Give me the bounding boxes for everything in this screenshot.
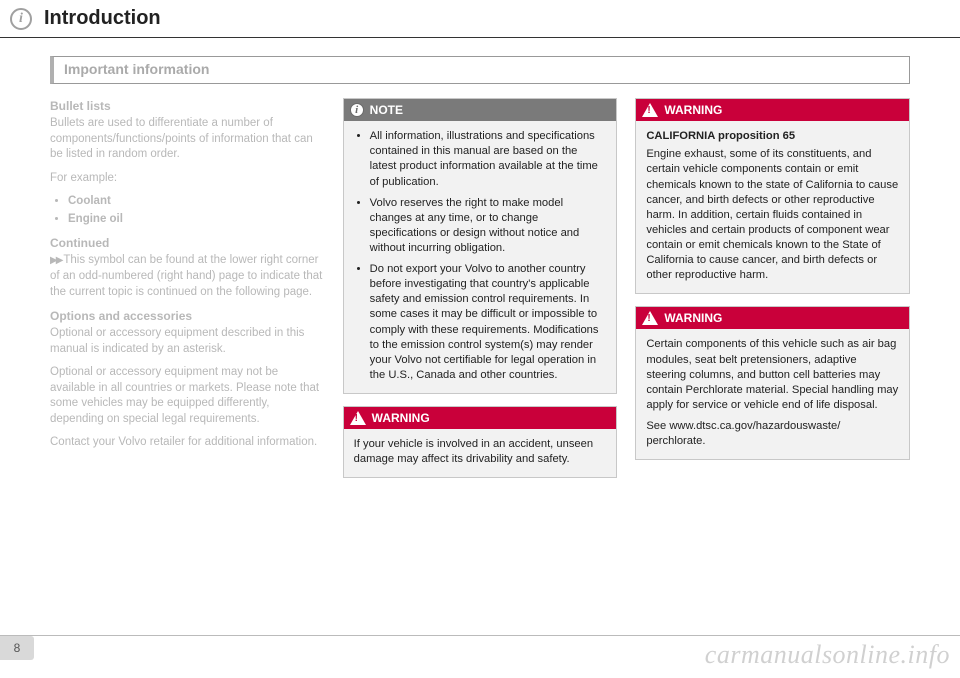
note-item: All information, illustrations and speci…: [370, 129, 607, 189]
note-item: Volvo reserves the right to make model c…: [370, 196, 607, 256]
warning-header: WARNING: [636, 99, 909, 121]
bullet-lists-heading: Bullet lists: [50, 98, 325, 114]
page-number: 8: [0, 636, 34, 660]
continued-arrows-icon: ▶▶: [50, 254, 61, 268]
bullet-lists-intro: Bullets are used to differentiate a numb…: [50, 116, 325, 163]
prop65-heading: CALIFORNIA proposition 65: [646, 129, 899, 144]
perchlorate-link: See www.dtsc.ca.gov/hazardouswaste/ perc…: [646, 419, 899, 449]
warning-box-accident: WARNING If your vehicle is involved in a…: [343, 406, 618, 478]
right-column: WARNING CALIFORNIA proposition 65 Engine…: [635, 98, 910, 490]
info-icon: i: [350, 103, 364, 117]
perchlorate-text: Certain components of this vehicle such …: [646, 337, 899, 413]
warning-body: CALIFORNIA proposition 65 Engine exhaust…: [636, 121, 909, 293]
list-item: Engine oil: [68, 212, 325, 228]
chapter-title: Introduction: [44, 7, 161, 30]
warning-icon: [350, 411, 366, 425]
warning-text: If your vehicle is involved in an accide…: [354, 437, 607, 467]
info-icon: i: [10, 8, 32, 30]
continued-text: This symbol can be found at the lower ri…: [50, 254, 322, 297]
middle-column: i NOTE All information, illustrations an…: [343, 98, 618, 490]
continued-heading: Continued: [50, 235, 325, 251]
warning-icon: [642, 103, 658, 117]
for-example-label: For example:: [50, 171, 325, 187]
content-columns: Bullet lists Bullets are used to differe…: [0, 98, 960, 490]
footer-rule: [0, 635, 960, 636]
warning-box-perchlorate: WARNING Certain components of this vehic…: [635, 306, 910, 460]
warning-title: WARNING: [664, 102, 722, 118]
left-column: Bullet lists Bullets are used to differe…: [50, 98, 325, 490]
warning-header: WARNING: [636, 307, 909, 329]
list-item: Coolant: [68, 194, 325, 210]
warning-body: Certain components of this vehicle such …: [636, 329, 909, 459]
watermark: carmanualsonline.info: [705, 640, 950, 670]
warning-icon: [642, 311, 658, 325]
options-heading: Options and accessories: [50, 308, 325, 324]
warning-title: WARNING: [372, 410, 430, 426]
section-title: Important information: [64, 61, 209, 77]
prop65-text: Engine exhaust, some of its constituents…: [646, 147, 899, 283]
continued-body: ▶▶This symbol can be found at the lower …: [50, 253, 325, 300]
note-header: i NOTE: [344, 99, 617, 121]
page-header: i Introduction: [0, 0, 960, 38]
options-p3: Contact your Volvo retailer for addition…: [50, 435, 325, 451]
warning-box-prop65: WARNING CALIFORNIA proposition 65 Engine…: [635, 98, 910, 294]
warning-header: WARNING: [344, 407, 617, 429]
warning-title: WARNING: [664, 310, 722, 326]
example-bullet-list: Coolant Engine oil: [50, 194, 325, 227]
note-title: NOTE: [370, 102, 403, 118]
note-item: Do not export your Volvo to another coun…: [370, 262, 607, 383]
options-p2: Optional or accessory equipment may not …: [50, 365, 325, 427]
manual-page: i Introduction Important information Bul…: [0, 0, 960, 678]
options-p1: Optional or accessory equipment describe…: [50, 326, 325, 357]
section-title-bar: Important information: [50, 56, 910, 84]
note-body: All information, illustrations and speci…: [344, 121, 617, 393]
warning-body: If your vehicle is involved in an accide…: [344, 429, 617, 477]
note-box: i NOTE All information, illustrations an…: [343, 98, 618, 394]
